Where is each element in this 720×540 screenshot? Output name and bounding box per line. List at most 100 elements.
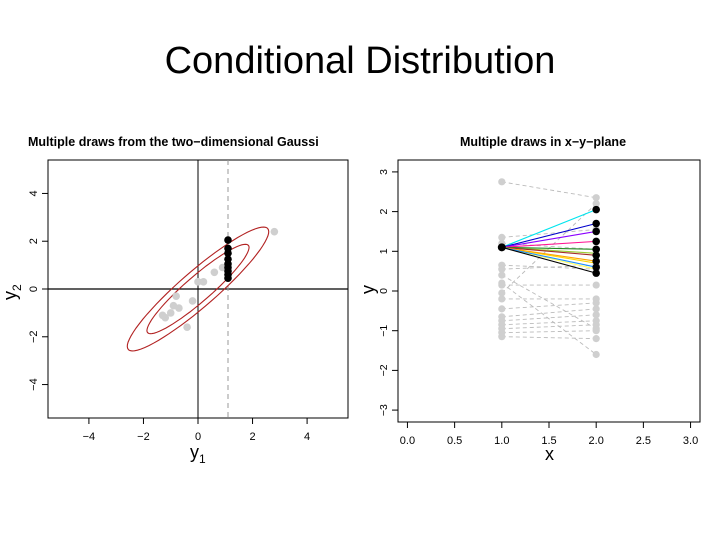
right-y-axis-label: y [358,285,378,294]
left-x-tick-label: 2 [249,431,255,443]
right-x-tick-label: 1.5 [541,435,556,447]
right-dashed-draw-line [501,314,597,322]
right-sample-point-x2 [592,335,600,343]
left-sample-point [183,323,191,332]
right-sample-point-x1 [498,333,506,341]
right-conditional-line [501,246,597,262]
right-sample-point-x1 [498,305,506,313]
left-sample-point [218,263,227,272]
right-sample-point-x1 [498,289,506,297]
left-plot-content [48,160,348,418]
right-sample-point-x1 [498,265,506,273]
right-conditional-point [592,227,600,236]
left-x-tick-label: 0 [195,431,201,443]
right-sample-point-x1 [498,178,506,186]
right-conditional-point [592,263,600,271]
right-dashed-draw-line [501,274,597,330]
left-conditional-point [224,274,232,283]
left-sample-point [210,268,219,277]
right-conditional-line [501,209,597,248]
left-ellipse-2 [126,226,270,352]
slide-title: Conditional Distribution [164,40,556,82]
left-x-tick-label: −4 [83,431,96,443]
right-dashed-draw-line [501,302,597,310]
right-dashed-draw-line [501,229,597,238]
right-conditional-point [592,205,600,214]
left-sample-point [158,311,167,320]
right-sample-point-x2 [592,325,600,333]
left-conditional-point [224,249,232,257]
right-conditional-line [501,222,597,248]
left-y-axis-label: y2 [0,284,24,300]
left-y-tick-label: −2 [28,331,40,344]
left-sample-point [194,278,202,286]
right-sample-point-x1 [498,295,506,303]
right-dashed-draw-line [501,181,597,199]
right-conditional-line [501,246,597,268]
right-conditional-line [501,246,597,274]
right-y-tick-label: 0 [378,288,390,294]
right-sample-point-x2 [592,305,600,313]
left-x-axis-label: y1 [190,442,206,466]
right-conditioning-point [497,243,506,252]
left-chart-title: Multiple draws from the two−dimensional … [28,135,319,149]
left-y-tick-label: 4 [28,190,40,196]
right-sample-point-x2 [592,194,600,202]
right-y-tick-label: 2 [378,209,390,215]
right-conditional-line [501,246,597,250]
right-conditional-line [501,246,597,256]
right-x-tick-label: 2.5 [636,435,651,447]
right-conditional-line [501,230,597,248]
right-y-tick-label: 3 [378,169,390,175]
right-dashed-draw-line [501,282,597,355]
right-conditional-point [592,219,600,228]
right-conditional-line [501,240,597,248]
right-x-tick-label: 1.0 [494,435,509,447]
right-conditional-point [592,237,600,246]
right-plot-frame [397,159,701,423]
right-y-tick-label: −1 [378,325,390,337]
right-x-axis-label: x [545,444,554,464]
left-sample-point [172,292,180,300]
right-sample-point-x1 [498,233,506,242]
right-sample-point-x2 [592,299,600,307]
right-sample-point-x2 [592,281,600,289]
right-conditional-point [592,251,600,260]
left-y-tick-label: 2 [28,238,40,244]
right-chart-title: Multiple draws in x−y−plane [460,135,626,149]
right-x-tick-label: 2.0 [589,435,604,447]
left-y-tick-label: −4 [28,378,40,391]
right-axes: 0.0 0.5 1.0 1.5 2.0 2.5 3.0 −3 −2 −1 0 1 2 3 [378,169,698,447]
left-axes: −4 −2 0 2 4 −4 −2 0 2 4 [28,190,310,443]
right-conditional-point [592,269,600,277]
right-y-tick-label: 1 [378,248,390,254]
right-dashed-draw-line [501,320,597,326]
right-chart: Multiple draws in x−y−plane 0.0 0.5 1.0 1.5… [358,135,701,464]
left-sample-point [166,309,175,317]
left-sample-point [199,278,208,286]
right-conditional-point [592,257,600,266]
left-conditional-point [224,236,232,244]
right-x-tick-label: 3.0 [683,435,698,447]
right-y-tick-label: −2 [378,364,390,376]
right-y-tick-label: −3 [378,404,390,416]
right-sample-point-x1 [498,271,506,279]
right-plot-content [497,178,600,359]
left-y-tick-label: 0 [28,286,40,292]
left-chart: Multiple draws from the two−dimensional … [0,135,349,466]
right-conditional-point [592,245,600,254]
left-sample-point [188,297,197,305]
right-x-tick-label: 0.0 [400,435,415,447]
right-sample-point-x2 [592,311,600,319]
right-dashed-draw-line [501,308,597,318]
left-x-tick-label: −2 [137,431,150,443]
right-dashed-draw-line [501,324,597,330]
right-dashed-draw-line [501,336,597,340]
right-x-tick-label: 0.5 [447,435,462,447]
left-sample-point [270,227,279,236]
left-x-tick-label: 4 [304,431,310,443]
right-sample-point-x2 [592,350,600,359]
right-sample-point-x1 [498,279,506,287]
